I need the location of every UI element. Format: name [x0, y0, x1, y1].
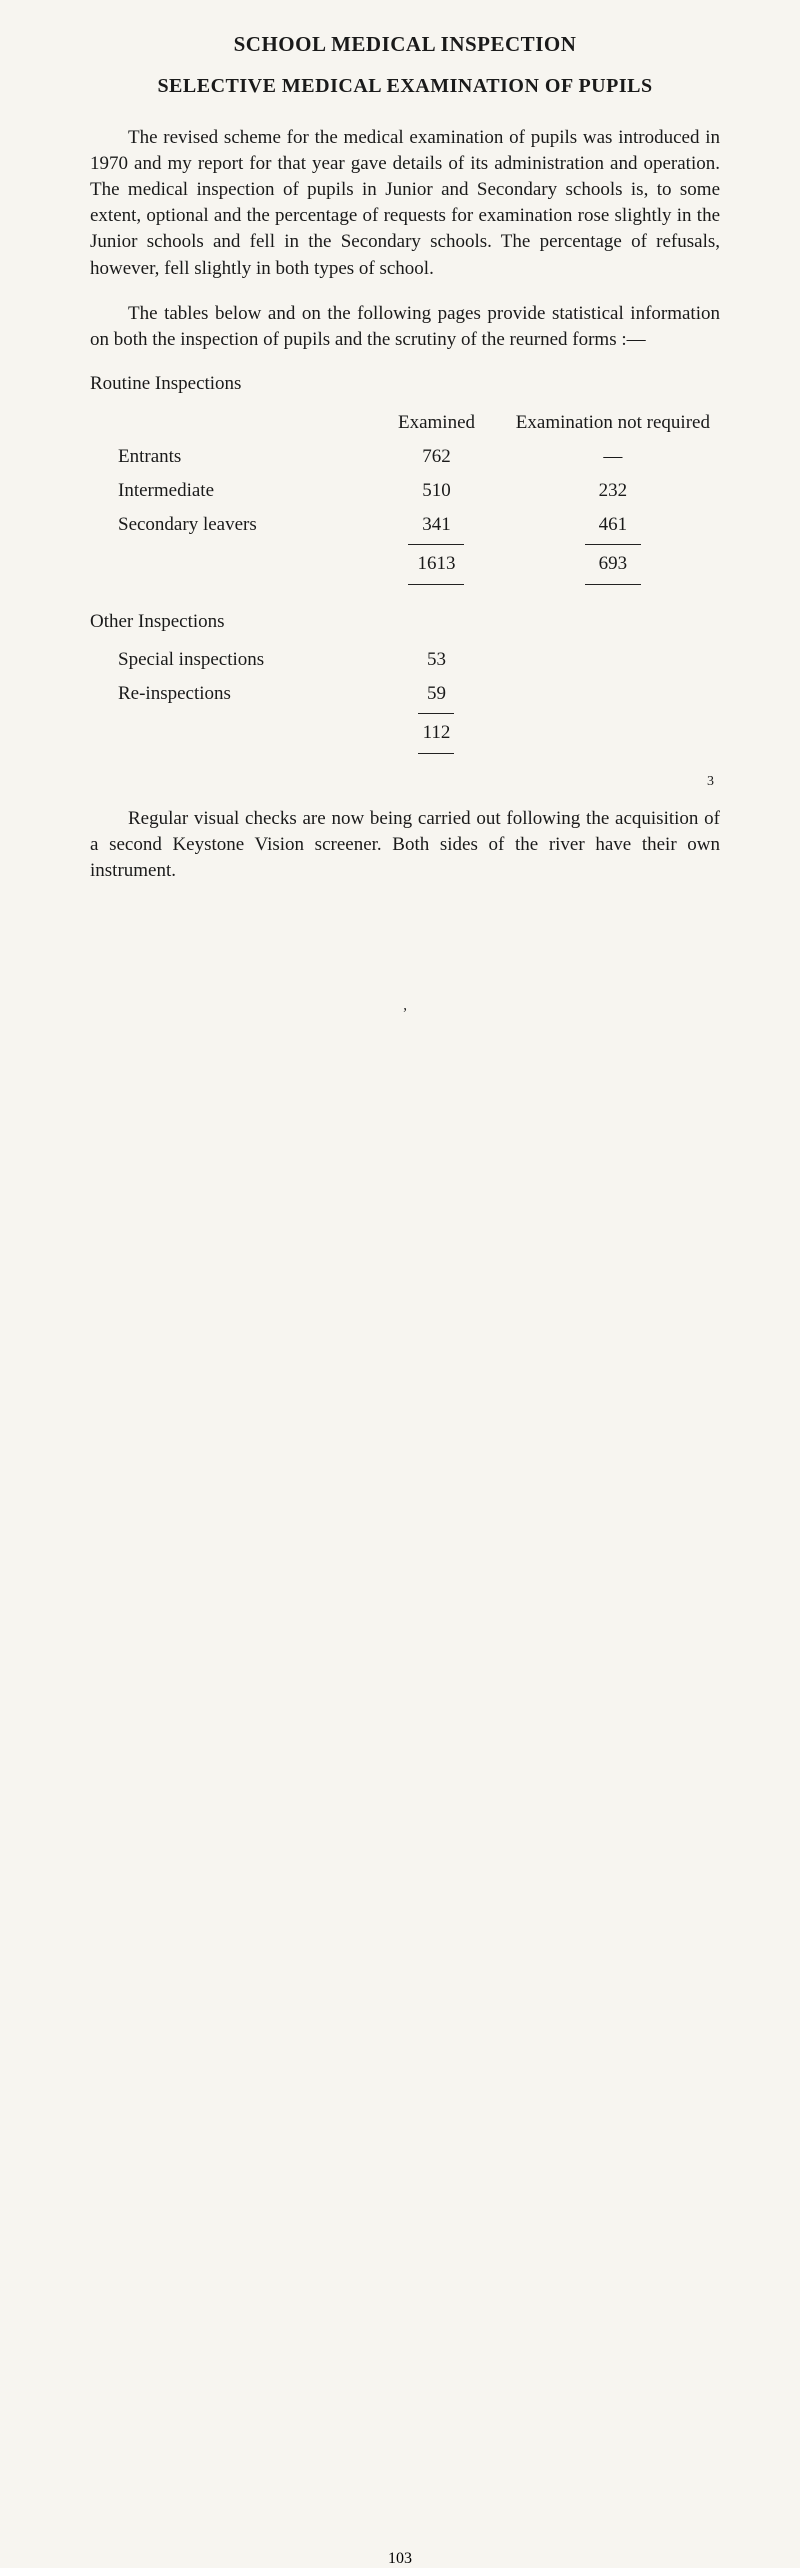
empty-cell — [90, 716, 367, 750]
rule-icon — [418, 713, 454, 714]
totals-row: 112 — [90, 716, 720, 750]
empty-cell — [90, 406, 367, 440]
rule-icon — [585, 584, 641, 585]
table-row: Intermediate 510 232 — [90, 474, 720, 508]
paragraph-3: Regular visual checks are now being carr… — [90, 806, 720, 885]
cell-not-required: 461 — [506, 508, 720, 542]
empty-cell — [506, 716, 720, 750]
cell-not-required: — — [506, 440, 720, 474]
empty-cell — [506, 677, 720, 711]
totals-row: 1613 693 — [90, 547, 720, 581]
paragraph-2: The tables below and on the following pa… — [90, 301, 720, 353]
other-inspections-table: Special inspections 53 Re-inspections 59… — [90, 643, 720, 756]
paragraph-1: The revised scheme for the medical exami… — [90, 125, 720, 282]
routine-inspections-table: Examined Examination not required Entran… — [90, 406, 720, 587]
cell-not-required: 232 — [506, 474, 720, 508]
footnote-marker: 3 — [90, 772, 720, 791]
document-page: SCHOOL MEDICAL INSPECTION SELECTIVE MEDI… — [0, 0, 800, 1305]
rule-icon — [408, 584, 464, 585]
rule-icon — [418, 753, 454, 754]
column-header-not-required: Examination not required — [506, 406, 720, 440]
cell-examined: 341 — [367, 508, 506, 542]
cell-value: 59 — [367, 677, 506, 711]
main-title: SCHOOL MEDICAL INSPECTION — [90, 30, 720, 59]
total-other: 112 — [367, 716, 506, 750]
rule-row — [90, 582, 720, 587]
cell-examined: 762 — [367, 440, 506, 474]
table-row: Examined Examination not required — [90, 406, 720, 440]
sub-title: SELECTIVE MEDICAL EXAMINATION OF PUPILS — [90, 73, 720, 101]
other-inspections-heading: Other Inspections — [90, 609, 720, 635]
cell-value: 53 — [367, 643, 506, 677]
row-label: Intermediate — [90, 474, 367, 508]
table-row: Secondary leavers 341 461 — [90, 508, 720, 542]
row-label: Re-inspections — [90, 677, 367, 711]
page-number: 103 — [0, 2550, 800, 2568]
cell-examined: 510 — [367, 474, 506, 508]
empty-cell — [506, 643, 720, 677]
stray-mark: ʼ — [90, 1004, 720, 1025]
routine-inspections-heading: Routine Inspections — [90, 371, 720, 397]
total-not-required: 693 — [506, 547, 720, 581]
table-row: Special inspections 53 — [90, 643, 720, 677]
column-header-examined: Examined — [367, 406, 506, 440]
rule-row — [90, 751, 720, 756]
row-label: Special inspections — [90, 643, 367, 677]
total-examined: 1613 — [367, 547, 506, 581]
table-row: Re-inspections 59 — [90, 677, 720, 711]
row-label: Secondary leavers — [90, 508, 367, 542]
empty-cell — [90, 547, 367, 581]
rule-icon — [408, 544, 464, 545]
table-row: Entrants 762 — — [90, 440, 720, 474]
row-label: Entrants — [90, 440, 367, 474]
rule-icon — [585, 544, 641, 545]
